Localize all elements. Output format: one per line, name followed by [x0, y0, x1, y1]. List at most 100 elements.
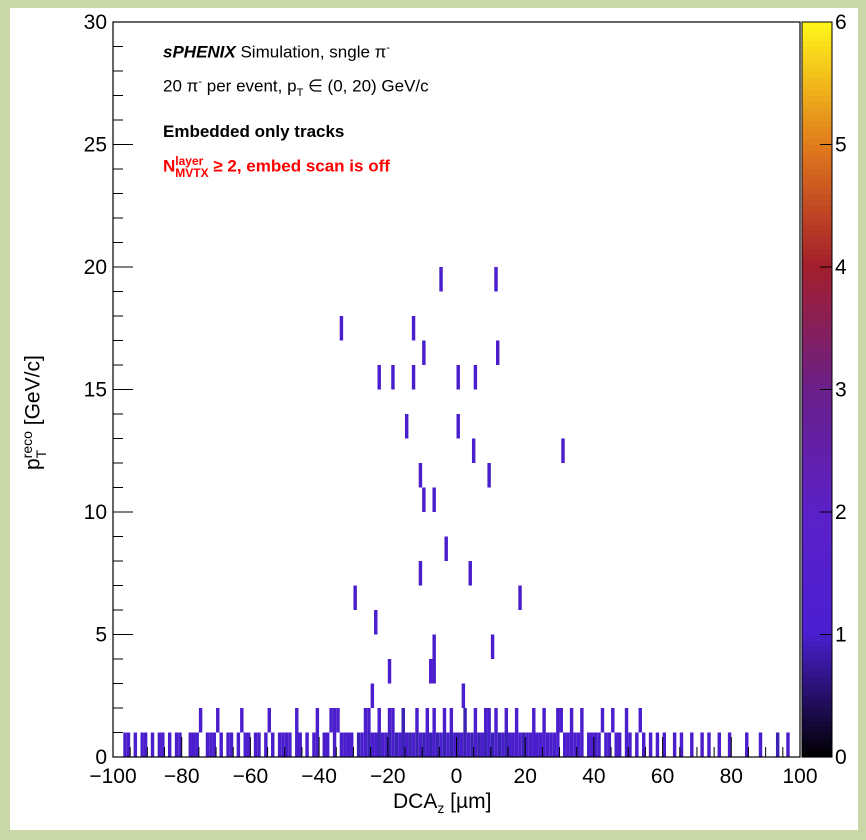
heatmap-bin [161, 732, 165, 757]
color-scale-segment [802, 469, 832, 476]
heatmap-bin [246, 732, 251, 757]
color-scale-segment [802, 193, 832, 201]
color-scale-segment [802, 28, 832, 35]
color-scale-segment [802, 132, 832, 139]
color-scale-segment [802, 156, 832, 164]
color-scale-segment [802, 689, 832, 697]
annotation-line-2: 20 π- per event, pT ∈ (0, 20) GeV/c [163, 76, 429, 99]
x-tick-label: −100 [89, 765, 136, 788]
x-tick-label: 40 [582, 765, 605, 788]
color-scale-segment [802, 395, 832, 403]
heatmap-bin [387, 659, 392, 684]
heatmap-bin [411, 732, 416, 757]
color-scale-segment [802, 340, 832, 348]
heatmap-bin [377, 732, 381, 757]
color-scale-segment [802, 432, 832, 440]
heatmap-bin [380, 732, 385, 757]
heatmap-bin [391, 365, 395, 390]
heatmap-bin [707, 732, 711, 757]
heatmap-bin [600, 708, 605, 733]
heatmap-bin [449, 708, 454, 733]
heatmap-bin [277, 732, 282, 757]
color-scale-segment [802, 646, 832, 654]
color-scale-segment [802, 401, 832, 409]
annotation-pt-sub: T [296, 87, 304, 100]
heatmap-bin [439, 267, 443, 292]
heatmap-bin [628, 732, 632, 757]
color-scale-segment [802, 487, 832, 495]
heatmap-bin [415, 732, 419, 757]
color-scale-segment [802, 450, 832, 458]
heatmap-bin [439, 732, 443, 757]
color-scale-segment [802, 683, 832, 691]
color-scale-segment [802, 187, 832, 195]
heatmap-bin [556, 732, 560, 757]
color-scale-segment [802, 610, 832, 617]
heatmap-bin [429, 659, 433, 684]
heatmap-bin [514, 732, 519, 757]
color-scale-segment [802, 260, 832, 268]
y-axis-title: p reco T [GeV/c] [19, 355, 49, 470]
heatmap-bin [350, 732, 354, 757]
heatmap-bin [566, 732, 570, 757]
x-axis-title: DCAz [µm] [393, 790, 491, 816]
x-axis-title-unit: [µm] [444, 790, 492, 813]
heatmap-bin [459, 732, 464, 757]
heatmap-bin [305, 732, 309, 757]
heatmap-bin [614, 732, 618, 757]
y-tick-label: 0 [95, 746, 107, 769]
color-scale-segment [802, 236, 832, 244]
color-scale-segment [802, 726, 832, 734]
color-scale-segment [802, 199, 832, 207]
heatmap-bin [216, 708, 220, 733]
color-scale-segment [802, 426, 832, 433]
heatmap-bin [490, 732, 495, 757]
color-scale-segment [802, 616, 832, 623]
heatmap-bin [398, 732, 402, 757]
color-scale-segment [802, 744, 832, 752]
annotation-minus: - [386, 42, 391, 54]
color-scale-label: 0 [835, 746, 847, 769]
heatmap-bin [133, 732, 138, 757]
color-scale-segment [802, 218, 832, 225]
annotation-range: ∈ (0, 20) GeV/c [303, 76, 429, 96]
heatmap-bin [312, 732, 316, 757]
color-scale-segment [802, 420, 832, 427]
heatmap-bin [496, 340, 500, 365]
x-axis-title-main: DCA [393, 790, 438, 813]
color-scale-segment [802, 248, 832, 256]
heatmap-bin [391, 732, 395, 757]
heatmap-bin [240, 708, 244, 733]
heatmap-bin [295, 732, 299, 757]
heatmap-bin [569, 708, 574, 733]
heatmap-bin [456, 414, 460, 439]
heatmap-bin [648, 732, 653, 757]
heatmap-bin [422, 732, 426, 757]
heatmap-bin [468, 561, 472, 586]
heatmap-bin [538, 732, 543, 757]
color-scale-segment [802, 573, 832, 580]
color-scale-segment [802, 169, 832, 176]
heatmap-bin [508, 732, 512, 757]
color-scale-segment [802, 242, 832, 250]
heatmap-bin [463, 732, 467, 757]
color-scale-segment [802, 548, 832, 556]
heatmap-bin [561, 438, 565, 463]
heatmap-bin [418, 732, 423, 757]
color-scale-segment [802, 352, 832, 360]
heatmap-bin [432, 708, 436, 733]
heatmap-bin [377, 365, 381, 390]
heatmap-bin [617, 732, 622, 757]
heatmap-bin [363, 732, 368, 757]
heatmap-bin [226, 732, 230, 757]
y-tick-label: 25 [84, 134, 107, 157]
heatmap-bin [480, 732, 484, 757]
heatmap-bin [494, 708, 498, 733]
heatmap-bin [504, 732, 509, 757]
heatmap-bin [501, 732, 505, 757]
heatmap-bin [370, 732, 375, 757]
heatmap-bin [590, 732, 594, 757]
color-scale-segment [802, 579, 832, 587]
x-tick-label: 80 [720, 765, 743, 788]
